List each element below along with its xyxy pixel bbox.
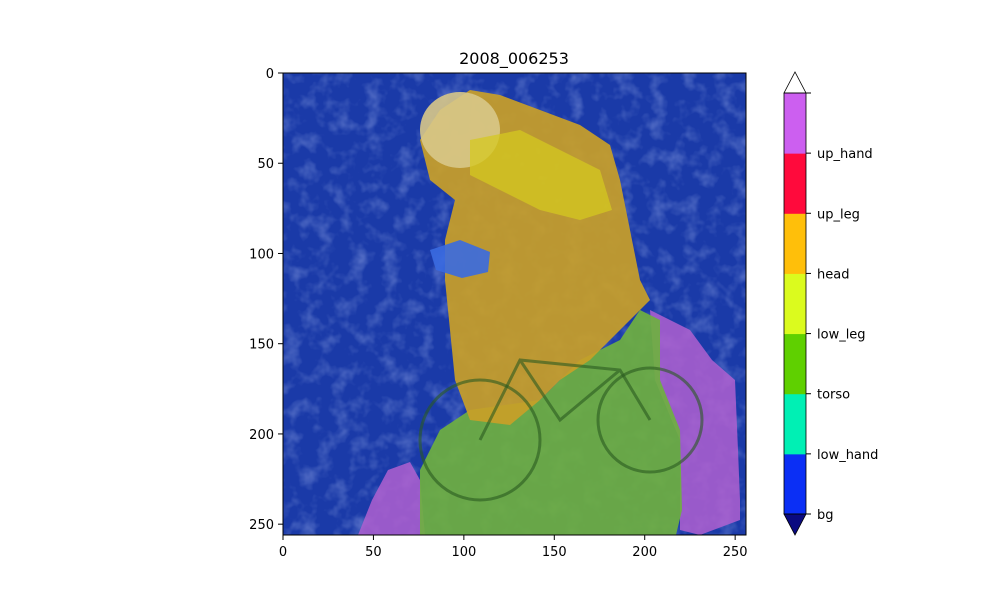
- colorbar-segment-up_leg: [784, 153, 806, 214]
- colorbar-segment-bg: [784, 453, 806, 515]
- up-hand-region-right: [650, 310, 740, 535]
- y-tick-label: 100: [249, 247, 274, 262]
- colorbar-over-extend: [783, 71, 807, 94]
- y-tick-label: 150: [249, 338, 274, 353]
- axes-frame: [282, 72, 747, 536]
- x-tick-label: 250: [723, 545, 748, 560]
- colorbar-label-head: head: [817, 267, 849, 282]
- y-tick-label: 200: [249, 428, 274, 443]
- colorbar-segment-head: [784, 213, 806, 274]
- colorbar-label-up_hand: up_hand: [817, 147, 873, 162]
- low-hand-region: [430, 240, 490, 278]
- x-tick-label: 0: [279, 545, 287, 560]
- x-tick-label: 200: [632, 545, 657, 560]
- x-tick-label: 50: [365, 545, 382, 560]
- colorbar-segment-low_leg: [784, 273, 806, 335]
- front-wheel: [596, 366, 704, 474]
- colorbar-segment-up_hand: [784, 93, 806, 154]
- x-tick-label: 150: [542, 545, 567, 560]
- y-axis-ticks: 0 50 100 150 200 250: [249, 67, 283, 533]
- colorbar-label-bg: bg: [817, 508, 834, 523]
- x-axis-ticks: 0 50 100 150 200 250: [279, 535, 748, 560]
- y-tick-label: 50: [257, 157, 274, 172]
- colorbar-segment-torso: [784, 333, 806, 395]
- rear-wheel: [418, 378, 542, 502]
- x-tick-label: 100: [451, 545, 476, 560]
- colorbar-label-torso: torso: [817, 388, 850, 403]
- colorbar-under-extend: [783, 513, 807, 536]
- jersey-region: [470, 130, 612, 220]
- low-leg-region: [420, 310, 682, 535]
- y-tick-label: 250: [249, 518, 274, 533]
- colorbar-segment-low_hand: [784, 393, 806, 455]
- chart-title: 2008_006253: [459, 49, 569, 69]
- bike-frame: [478, 358, 652, 441]
- heatmap-image: [283, 73, 746, 535]
- colorbar-label-low_hand: low_hand: [817, 448, 878, 463]
- colorbar: bg low_hand torso low_leg head up_leg up_hand: [783, 71, 878, 536]
- up-hand-region-left: [358, 462, 425, 535]
- colorbar-label-low_leg: low_leg: [817, 328, 866, 343]
- y-tick-label: 0: [266, 67, 274, 82]
- colorbar-label-up_leg: up_leg: [817, 207, 860, 222]
- colorbar-frame: [783, 92, 807, 515]
